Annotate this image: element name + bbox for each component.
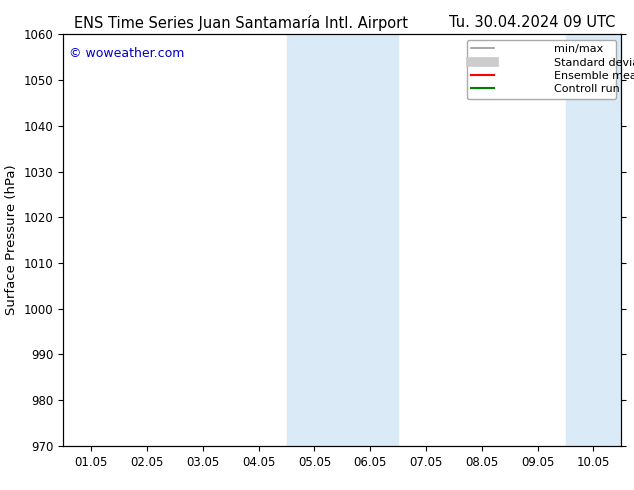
Bar — [566, 34, 621, 446]
Legend: min/max, Standard deviation, Ensemble mean run, Controll run: min/max, Standard deviation, Ensemble me… — [467, 40, 616, 99]
Text: © woweather.com: © woweather.com — [69, 47, 184, 60]
Text: Tu. 30.04.2024 09 UTC: Tu. 30.04.2024 09 UTC — [449, 15, 615, 30]
Text: ENS Time Series Juan Santamaría Intl. Airport: ENS Time Series Juan Santamaría Intl. Ai… — [74, 15, 408, 31]
Y-axis label: Surface Pressure (hPa): Surface Pressure (hPa) — [5, 165, 18, 316]
Bar — [287, 34, 398, 446]
